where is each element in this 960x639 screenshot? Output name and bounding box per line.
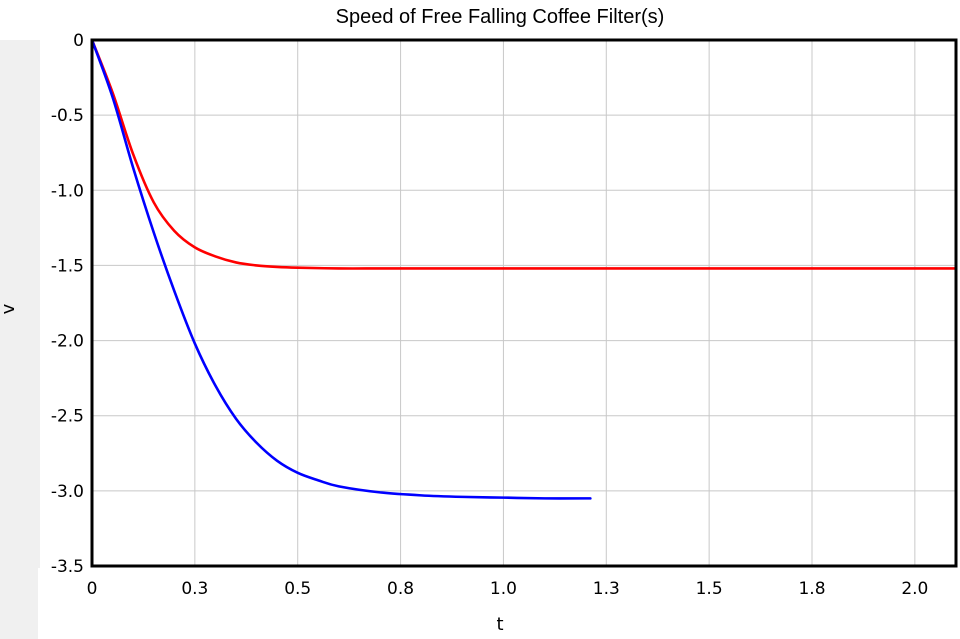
- x-axis-label: t: [496, 614, 503, 635]
- x-tick-label: 0.5: [284, 579, 311, 599]
- y-tick-label: 0: [73, 31, 84, 51]
- series-layer: [90, 39, 956, 500]
- y-tick-label: -1.0: [51, 181, 84, 201]
- plot-frame: [90, 38, 958, 568]
- y-tick-label: -1.5: [51, 256, 84, 276]
- x-tick-label: 0: [87, 579, 98, 599]
- x-tick-label: 1.0: [490, 579, 517, 599]
- y-tick-labels: 0 -0.5 -1.0 -1.5 -2.0 -2.5 -3.0 -3.5: [51, 31, 84, 577]
- x-tick-label: 1.3: [593, 579, 620, 599]
- y-tick-label: -3.0: [51, 482, 84, 502]
- bottom-left-gutter: [0, 568, 38, 639]
- y-tick-label: -0.5: [51, 106, 84, 126]
- left-gutter: [0, 40, 40, 568]
- y-tick-label: -3.5: [51, 557, 84, 577]
- x-tick-label: 1.5: [696, 579, 723, 599]
- x-tick-label: 0.3: [181, 579, 208, 599]
- x-tick-label: 0.8: [387, 579, 414, 599]
- series-line-2: [90, 39, 592, 500]
- x-tick-label: 1.8: [798, 579, 825, 599]
- y-axis-label: v: [0, 303, 19, 314]
- series-line-1: [90, 39, 956, 270]
- y-tick-label: -2.0: [51, 332, 84, 352]
- x-tick-label: 2.0: [901, 579, 928, 599]
- chart-title: Speed of Free Falling Coffee Filter(s): [336, 6, 665, 28]
- x-tick-labels: 0 0.3 0.5 0.8 1.0 1.3 1.5 1.8 2.0: [87, 579, 929, 599]
- plot-background: [92, 40, 956, 566]
- y-tick-label: -2.5: [51, 407, 84, 427]
